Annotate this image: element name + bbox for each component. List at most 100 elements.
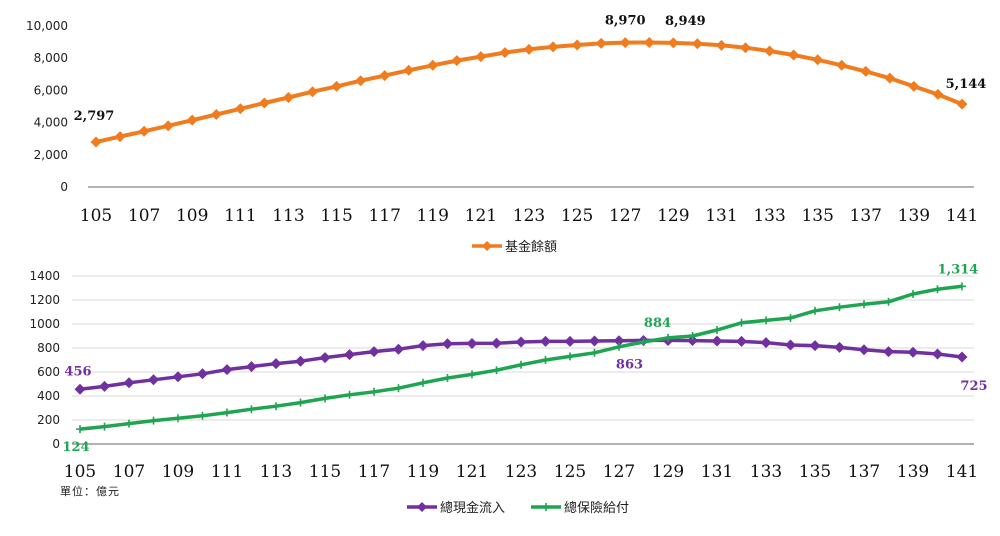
x-tick-label: 139 [897,462,929,482]
data-point [282,91,294,103]
data-point [932,88,944,100]
data-point [393,343,404,355]
data-point [417,340,429,352]
y-tick-label: 600 [37,365,60,379]
x-tick-label: 139 [898,206,930,226]
data-point [566,352,574,361]
x-tick-label: 119 [417,206,449,226]
data-point [811,306,819,315]
x-tick-label: 121 [465,206,497,226]
legend-label: 基金餘額 [505,239,557,255]
data-point [595,37,607,49]
data-point [639,338,648,346]
data-point [492,366,501,375]
y-tick-label: 10,000 [26,19,68,33]
x-tick-label: 111 [224,206,256,226]
cashflow-chart: 0 200 400 600 800 1000 1200 1400 105 107 109 111 113… [29,262,987,516]
data-point [860,300,868,309]
data-point [148,374,159,386]
data-point [715,39,727,51]
data-point [740,42,751,54]
data-point [884,297,893,306]
data-point [355,75,367,87]
x-tick-label: 133 [753,206,785,226]
y-tick-label: 8,000 [34,51,68,65]
data-point [162,120,174,132]
x-tick-label: 115 [309,462,341,482]
data-point [307,86,318,98]
data-point [736,335,747,347]
data-point [619,37,631,49]
data-point [125,419,133,428]
y-tick-label: 4,000 [34,116,68,130]
x-tick-label: 107 [128,206,160,226]
data-point [664,333,672,342]
data-point [442,338,453,350]
data-point [909,290,917,298]
data-label: 456 [64,364,91,379]
data-point [547,41,559,53]
data-point [515,336,527,348]
data-point [100,422,109,431]
data-point [956,351,968,363]
data-point [737,318,746,327]
data-point [499,47,511,59]
data-point [90,136,102,148]
data-point [908,80,920,92]
data-point [786,314,795,322]
data-point [114,131,126,143]
x-tick-label: 109 [162,462,194,482]
x-tick-label: 109 [176,206,208,226]
data-point [370,387,378,396]
data-point [345,390,354,399]
data-point [270,358,282,370]
data-label: 863 [616,357,643,372]
data-point [571,39,583,51]
data-point [319,352,331,364]
y-tick-label: 0 [52,437,60,451]
data-point [785,339,796,351]
data-point [234,103,246,115]
data-label: 8,949 [665,14,706,29]
data-point [764,45,776,57]
x-tick-label: 117 [368,206,400,226]
x-tick-label: 127 [609,206,641,226]
legend-marker [542,503,550,511]
data-point [74,383,86,395]
data-point [419,378,427,387]
data-point [883,346,894,358]
data-point [788,49,800,61]
x-tick-label: 107 [113,462,145,482]
data-point [491,337,502,349]
y-tick-label: 2,000 [34,148,68,162]
data-point [613,335,625,347]
data-point [643,37,655,49]
data-point [688,332,697,340]
data-point [932,348,943,360]
data-point [331,80,343,92]
data-point [564,335,576,347]
data-point [589,335,600,347]
data-point [296,398,305,407]
data-point [379,70,391,82]
fund-balance-chart: 0 2,000 4,000 6,000 8,000 10,000 105 107 109 111 1… [26,14,986,255]
x-tick-label: 133 [750,462,782,482]
data-point [368,346,380,358]
data-point [344,349,355,361]
data-point [149,416,158,425]
data-label: 8,970 [605,14,646,29]
data-point [198,411,207,420]
data-point [138,125,150,137]
y-tick-label: 1200 [29,293,60,307]
data-point [174,414,182,423]
x-tick-label: 117 [358,462,390,482]
x-tick-label: 129 [652,462,684,482]
data-point [523,43,535,55]
data-label: 124 [62,440,89,455]
data-point [172,371,184,383]
x-tick-label: 141 [946,206,978,226]
data-label: 2,797 [74,109,115,124]
y-tick-label: 1400 [29,269,60,283]
y-tick-label: 6,000 [34,83,68,97]
